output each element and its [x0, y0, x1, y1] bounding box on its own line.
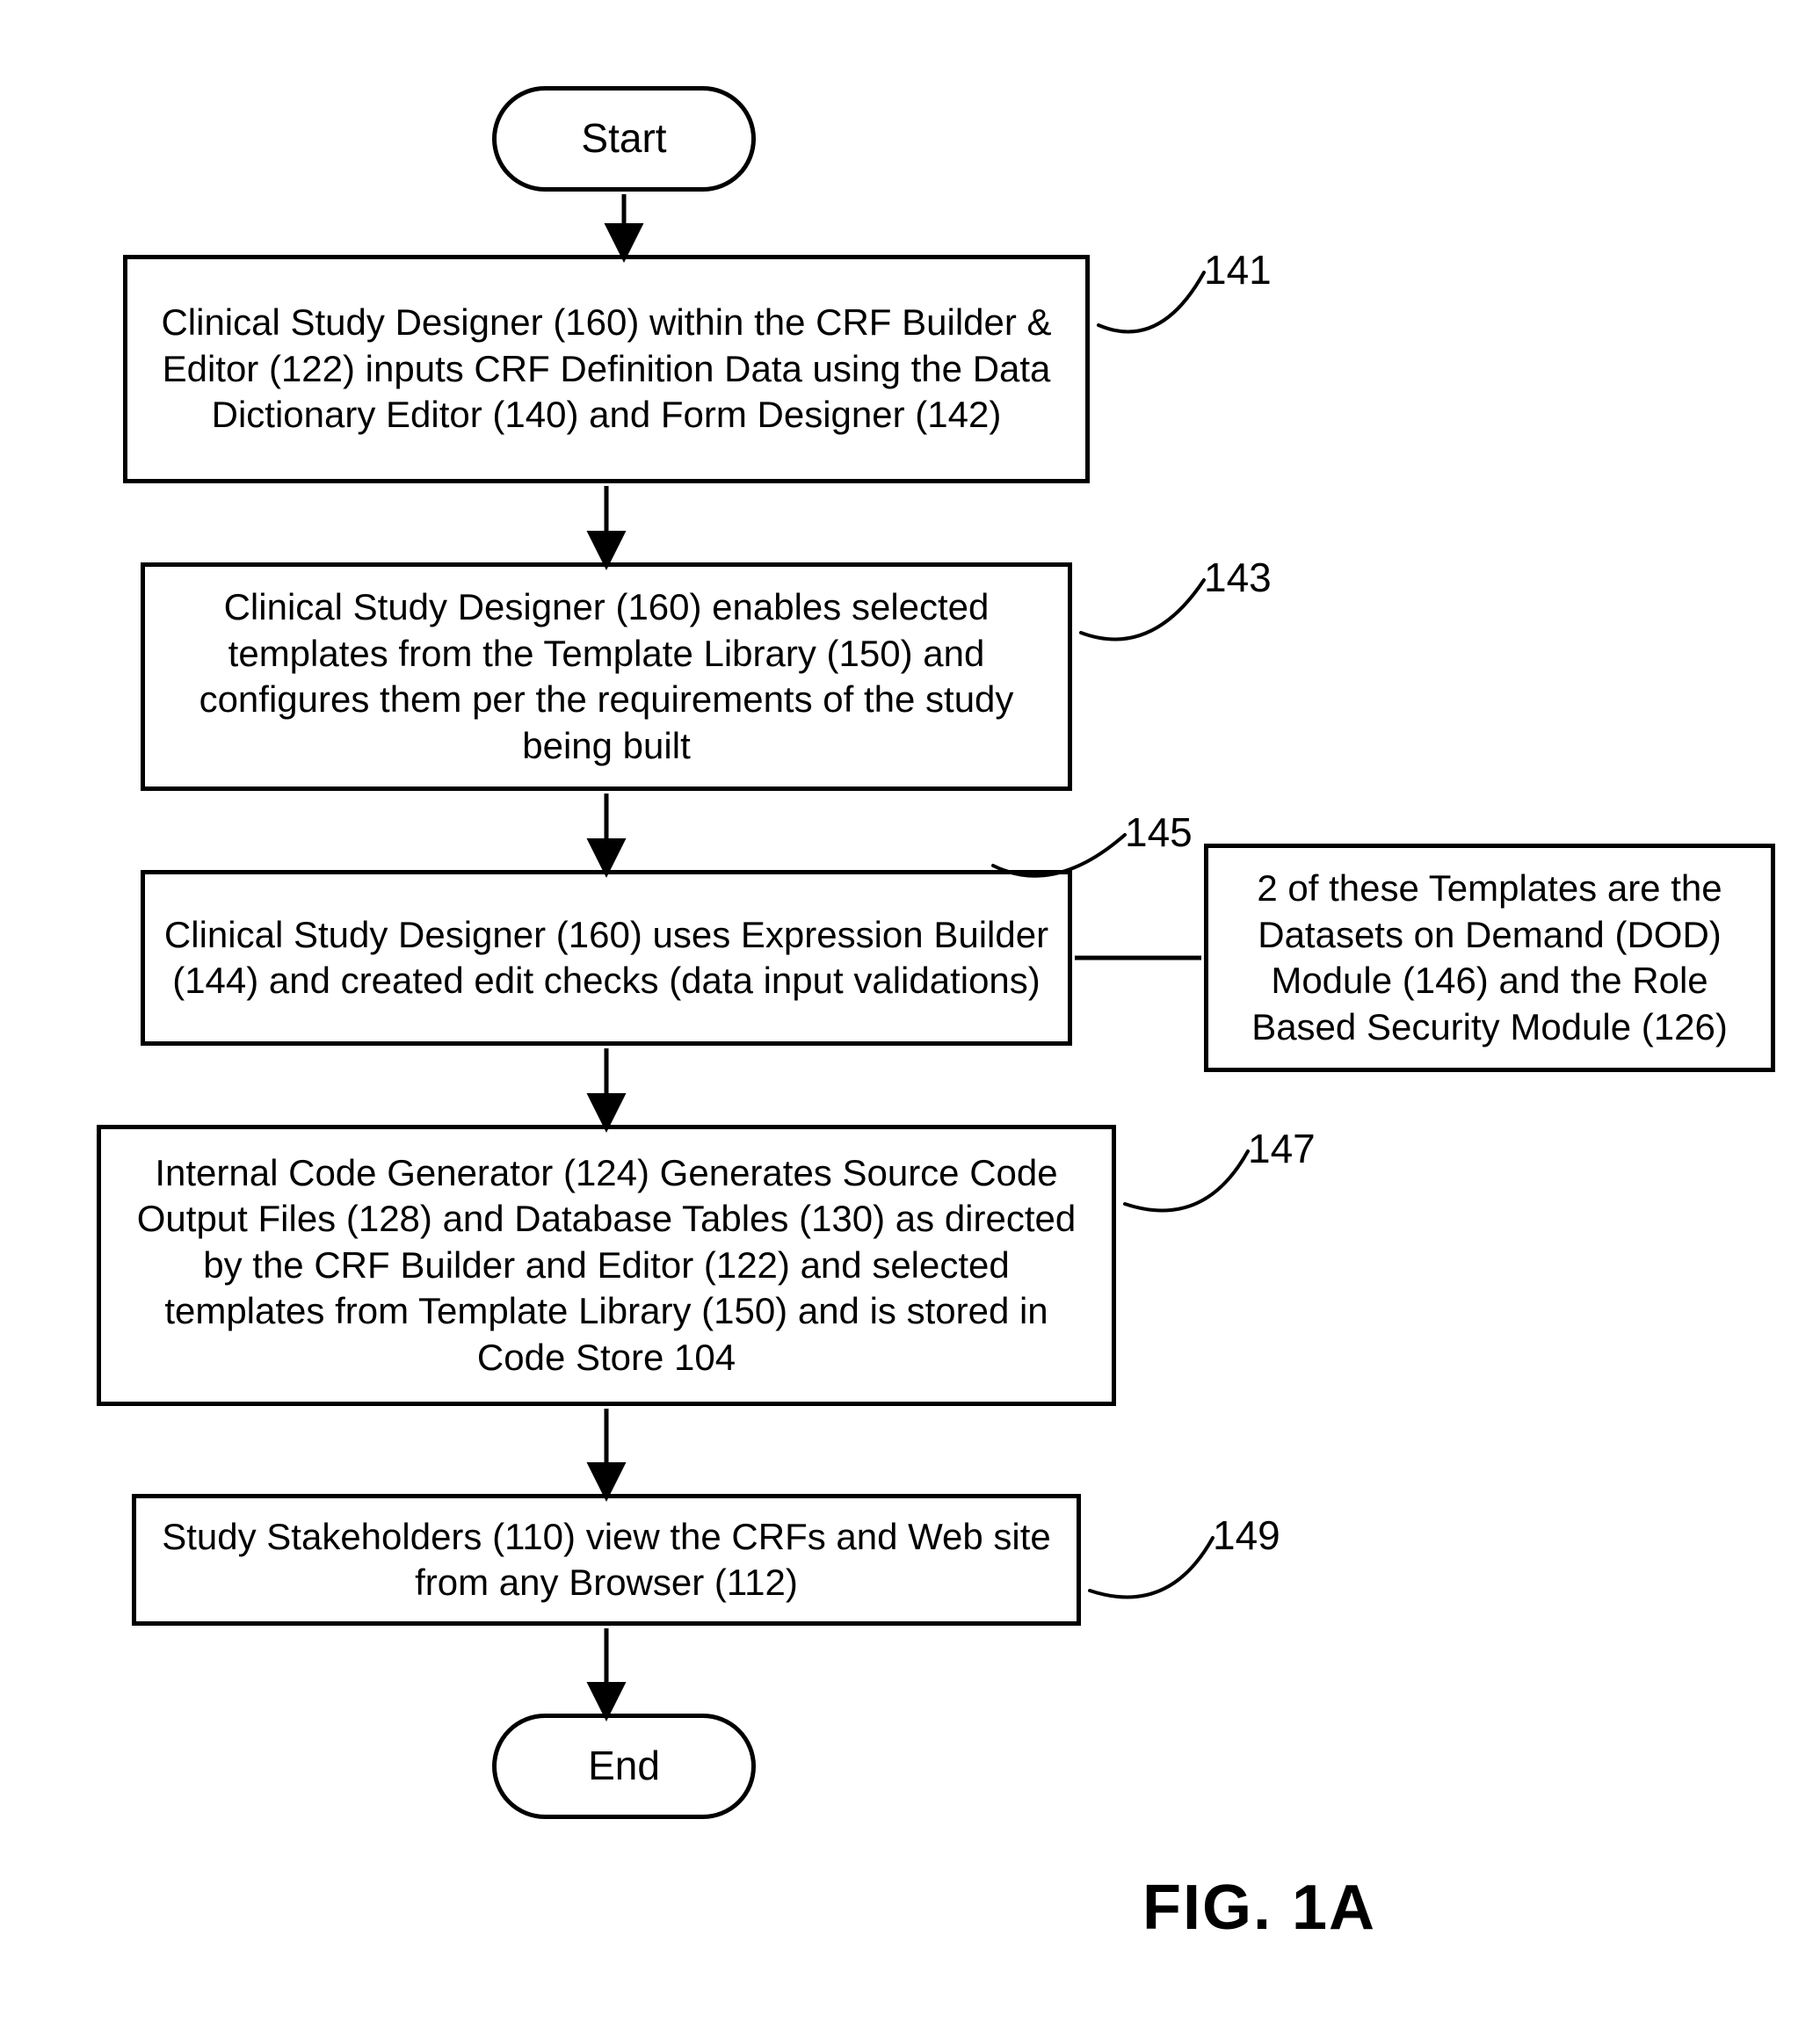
step-145-box: Clinical Study Designer (160) uses Expre…	[141, 870, 1072, 1046]
step-143-text: Clinical Study Designer (160) enables se…	[163, 584, 1050, 769]
side-note-text: 2 of these Templates are the Datasets on…	[1226, 866, 1753, 1050]
start-terminal: Start	[492, 86, 756, 192]
step-145-text: Clinical Study Designer (160) uses Expre…	[163, 912, 1050, 1004]
label-149: 149	[1213, 1511, 1280, 1559]
label-147: 147	[1248, 1125, 1316, 1172]
step-141-text: Clinical Study Designer (160) within the…	[145, 300, 1068, 439]
end-label: End	[588, 1741, 660, 1792]
label-143: 143	[1204, 554, 1272, 601]
end-terminal: End	[492, 1714, 756, 1819]
figure-caption: FIG. 1A	[1142, 1872, 1376, 1944]
label-141: 141	[1204, 246, 1272, 294]
step-141-box: Clinical Study Designer (160) within the…	[123, 255, 1090, 483]
step-147-box: Internal Code Generator (124) Generates …	[97, 1125, 1116, 1406]
step-143-box: Clinical Study Designer (160) enables se…	[141, 562, 1072, 791]
step-147-text: Internal Code Generator (124) Generates …	[119, 1150, 1094, 1381]
label-145: 145	[1125, 808, 1193, 856]
step-149-box: Study Stakeholders (110) view the CRFs a…	[132, 1494, 1081, 1626]
start-label: Start	[581, 113, 666, 164]
step-149-text: Study Stakeholders (110) view the CRFs a…	[154, 1514, 1059, 1606]
flowchart-canvas: Start Clinical Study Designer (160) with…	[0, 0, 1820, 2044]
side-note-box: 2 of these Templates are the Datasets on…	[1204, 844, 1775, 1072]
